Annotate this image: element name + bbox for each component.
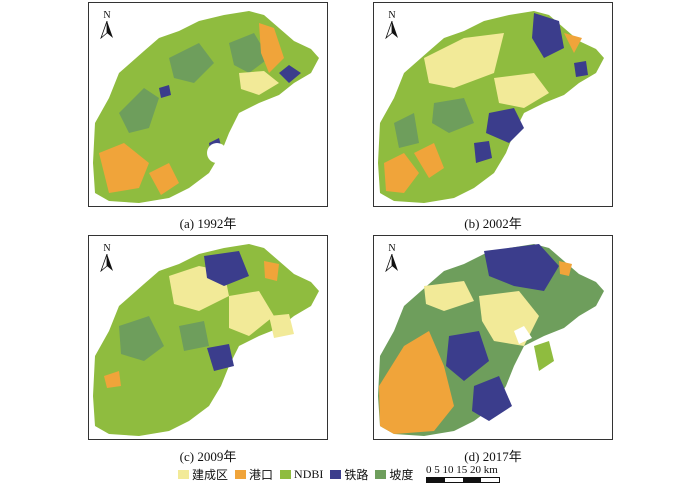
north-arrow: N [382, 244, 402, 277]
panel-caption: (a) 1992年 [179, 216, 237, 231]
north-arrow: N [97, 11, 117, 44]
legend-item-railway: 铁路 [330, 466, 368, 483]
legend-swatch [375, 470, 387, 479]
legend-swatch [178, 470, 189, 479]
legend-label: 港口 [249, 468, 274, 482]
north-label: N [103, 10, 111, 21]
north-arrow-icon [385, 20, 398, 40]
legend-item-built-up: 建成区 [178, 466, 228, 483]
legend-item-slope: 坡度 [375, 466, 413, 483]
legend-item-ndbi: NDBI [280, 467, 323, 482]
legend-swatch [330, 470, 342, 479]
north-label: N [103, 243, 111, 254]
scale-bar-graphic [426, 477, 500, 483]
panel-caption: (c) 2009年 [179, 449, 237, 464]
map-panel-2017: N [373, 235, 613, 440]
map-area [378, 11, 604, 203]
legend-item-port: 港口 [235, 466, 273, 483]
legend-swatch [235, 470, 247, 479]
north-arrow-icon [100, 253, 113, 273]
map-legend: 建成区 港口 NDBI 铁路 坡度 [178, 466, 420, 483]
legend-label: 建成区 [192, 468, 229, 482]
map-area [93, 244, 319, 436]
legend-label: 铁路 [344, 468, 369, 482]
north-label: N [388, 10, 396, 21]
north-arrow-icon [385, 253, 398, 273]
scale-bar: 0 5 10 15 20 km [426, 464, 500, 483]
legend-swatch [280, 470, 292, 479]
map-panel-2009: N [88, 235, 328, 440]
panel-caption: (b) 2002年 [464, 216, 522, 231]
panel-caption: (d) 2017年 [464, 449, 522, 464]
legend-label: NDBI [294, 467, 324, 481]
map-panel-1992: N [88, 2, 328, 207]
legend-label: 坡度 [389, 468, 414, 482]
north-arrow-icon [100, 20, 113, 40]
map-area [93, 11, 319, 203]
scale-bar-label: 0 5 10 15 20 km [426, 464, 498, 476]
map-panel-2002: N [373, 2, 613, 207]
map-area [378, 244, 604, 436]
north-arrow: N [382, 11, 402, 44]
north-label: N [388, 243, 396, 254]
north-arrow: N [97, 244, 117, 277]
